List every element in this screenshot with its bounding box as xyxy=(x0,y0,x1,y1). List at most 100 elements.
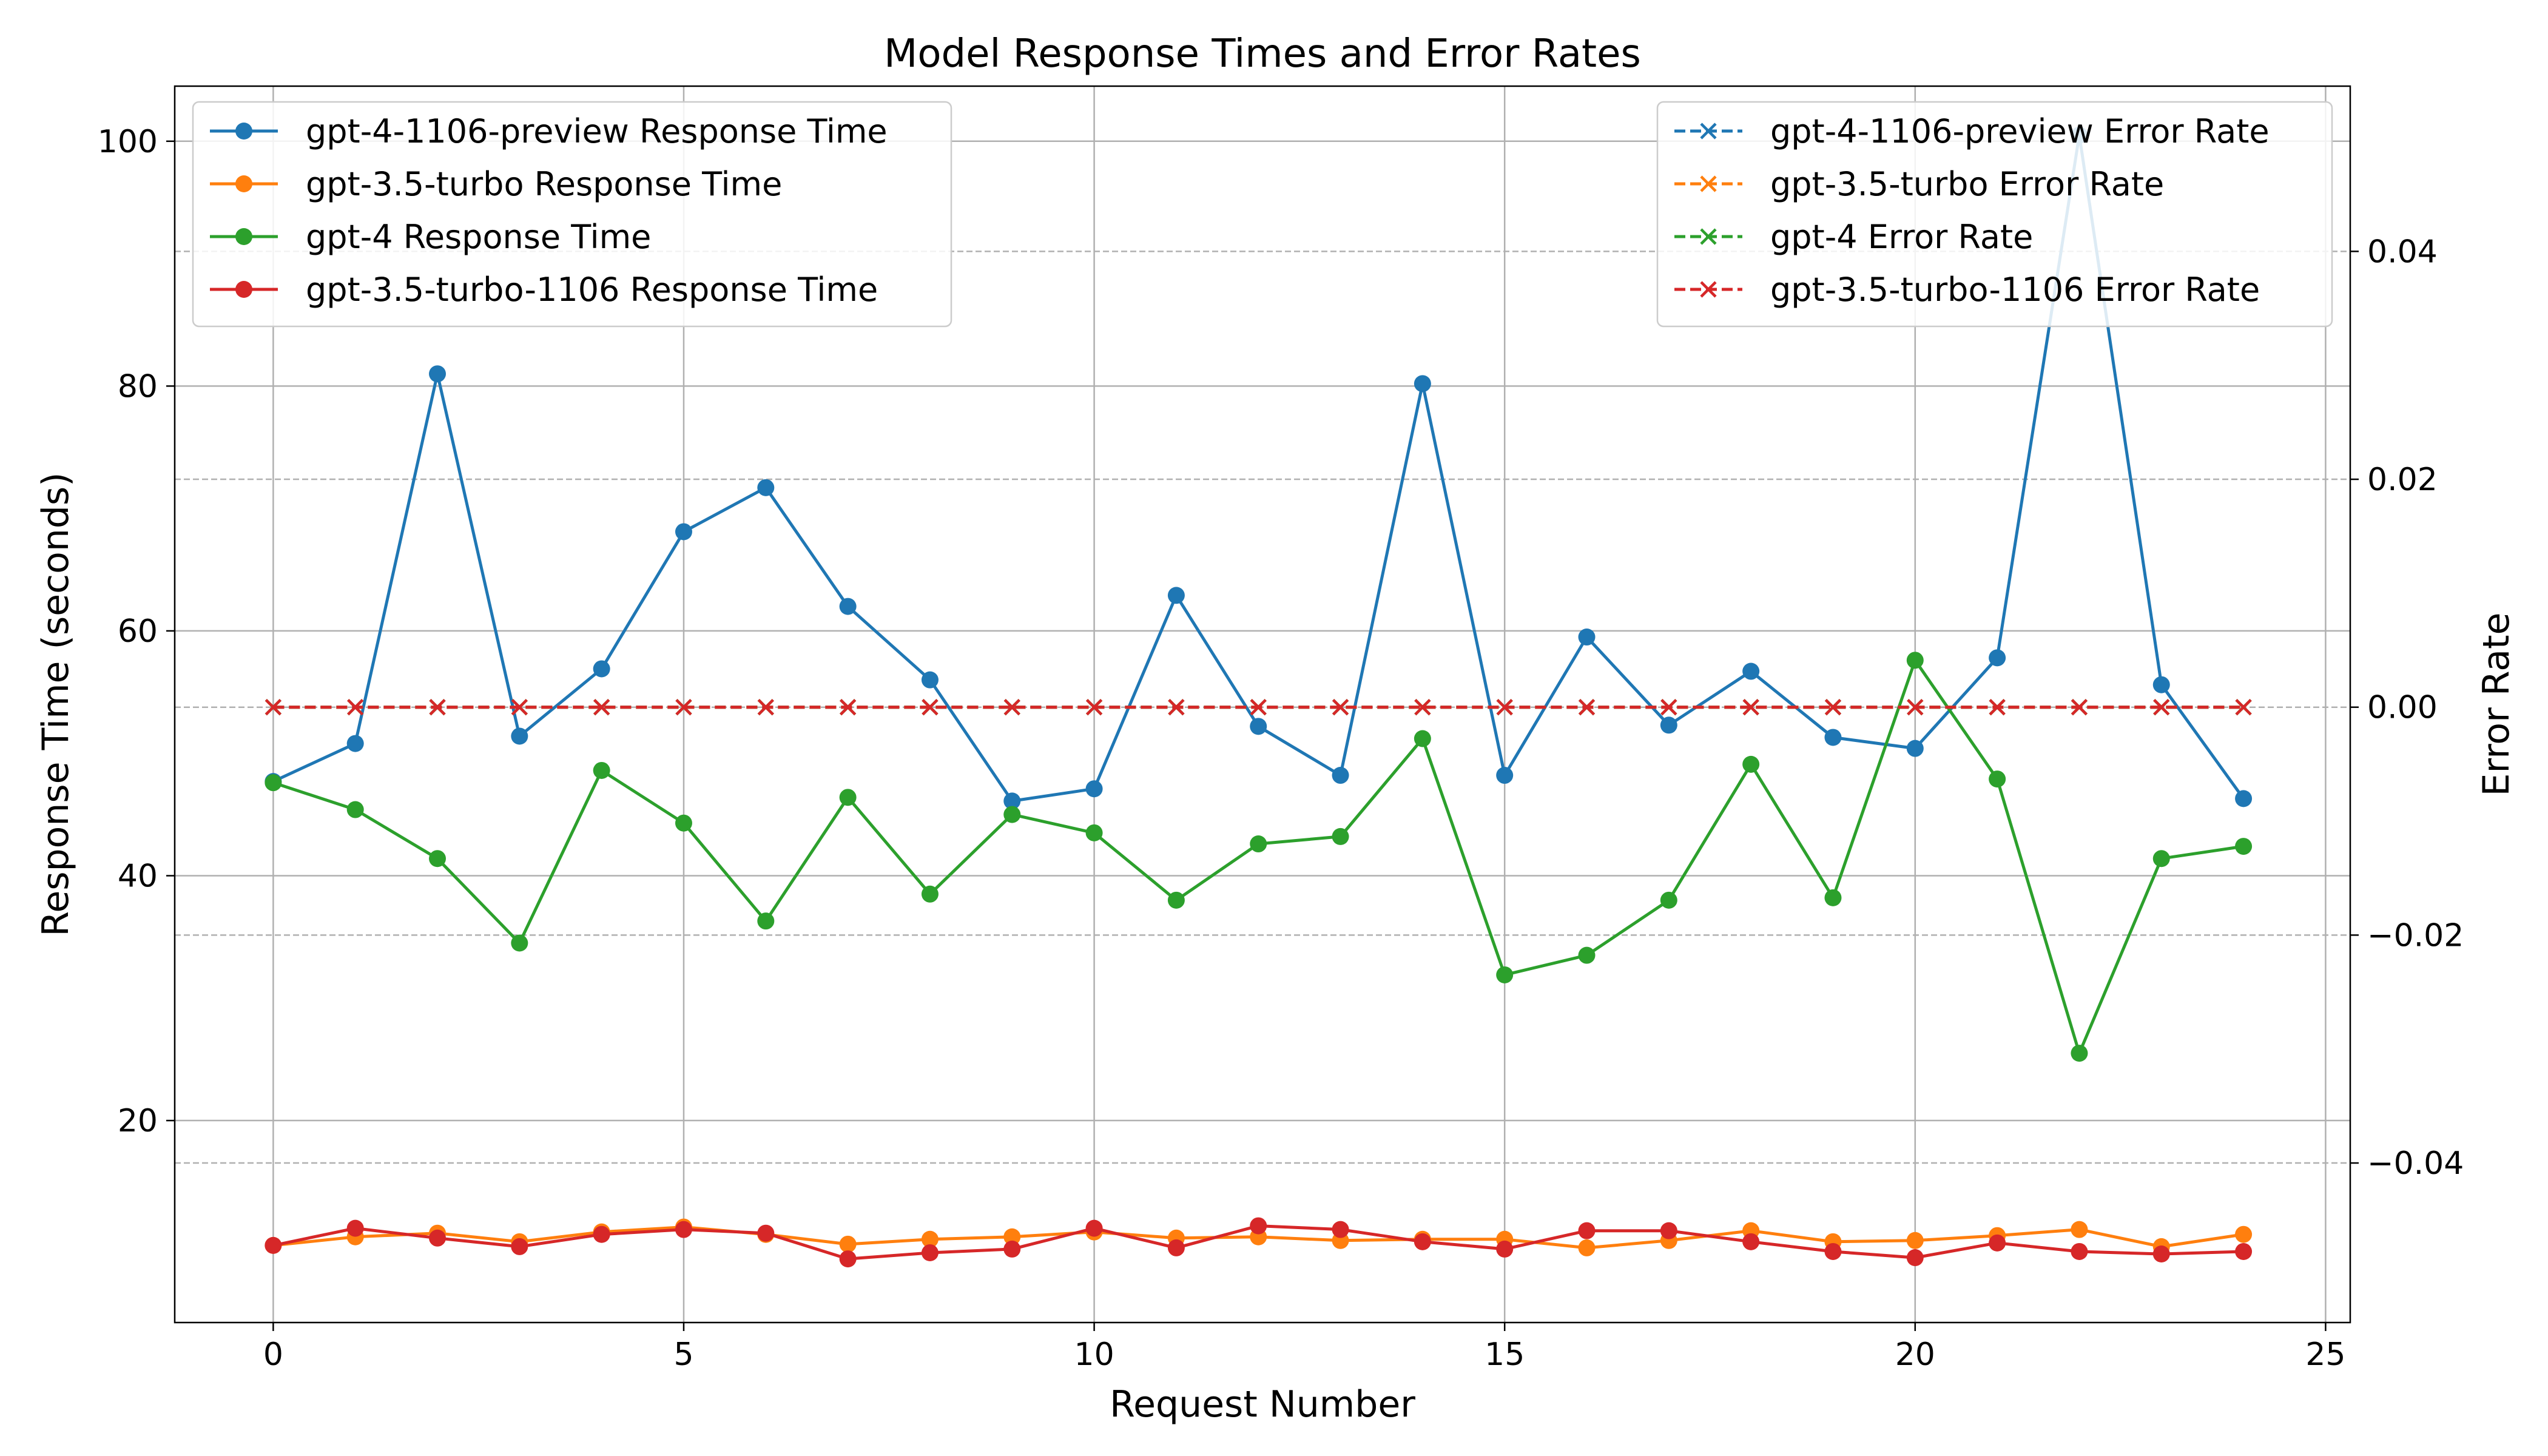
error-point xyxy=(1700,175,1717,192)
data-point xyxy=(346,735,364,752)
data-point xyxy=(2071,1242,2088,1260)
data-point xyxy=(2071,1045,2088,1062)
y2-tick-label: 0.04 xyxy=(2367,234,2438,270)
y-tick-label: 60 xyxy=(118,613,158,650)
legend-marker xyxy=(235,175,252,192)
data-point xyxy=(2152,850,2170,868)
data-point xyxy=(1496,767,1514,784)
error-point xyxy=(1824,699,1842,716)
error-point xyxy=(757,699,774,716)
x-tick-label: 25 xyxy=(2305,1336,2345,1373)
data-point xyxy=(675,814,692,832)
data-point xyxy=(1003,1240,1021,1258)
legend-label: gpt-4-1106-preview Response Time xyxy=(306,112,888,150)
data-point xyxy=(265,774,282,792)
legend-marker xyxy=(235,123,252,140)
data-point xyxy=(1824,889,1842,906)
data-point xyxy=(511,934,528,952)
data-point xyxy=(1578,1222,1596,1239)
error-point xyxy=(840,699,857,716)
data-point xyxy=(1578,946,1596,964)
data-point xyxy=(346,1219,364,1237)
plot-frame xyxy=(174,85,2351,1324)
legend-marker xyxy=(235,228,252,245)
legend-label: gpt-4 Error Rate xyxy=(1770,218,2033,256)
data-point xyxy=(1332,767,1349,784)
y-tick-label: 80 xyxy=(118,368,158,405)
error-point xyxy=(1332,699,1349,716)
error-point xyxy=(922,699,939,716)
legend-error-rate: gpt-4-1106-preview Error Rate gpt-3.5-tur… xyxy=(1656,101,2333,328)
data-point xyxy=(1003,1228,1021,1245)
data-point xyxy=(429,365,447,383)
data-point xyxy=(1085,1219,1103,1237)
error-point xyxy=(1700,228,1717,245)
data-point xyxy=(1989,649,2006,667)
legend-response-time: gpt-4-1106-preview Response Time gpt-3.5-… xyxy=(192,101,952,328)
x-tick-label: 0 xyxy=(263,1336,283,1373)
y2-axis-label: Error Rate xyxy=(2475,613,2518,797)
x-axis-label: Request Number xyxy=(1110,1383,1415,1426)
y-axis-label: Response Time (seconds) xyxy=(35,472,77,936)
error-point xyxy=(593,699,610,716)
series-0 xyxy=(265,126,2253,810)
data-point xyxy=(1578,1239,1596,1256)
error-point xyxy=(2153,699,2170,716)
error-point xyxy=(2235,699,2252,716)
data-point xyxy=(675,1221,692,1238)
data-point xyxy=(1906,652,1924,669)
data-point xyxy=(1414,730,1431,747)
series-3 xyxy=(265,1217,2253,1268)
data-point xyxy=(1332,1221,1349,1238)
legend-label: gpt-3.5-turbo Error Rate xyxy=(1770,165,2164,203)
data-point xyxy=(346,801,364,818)
error-point xyxy=(511,699,528,716)
error-point xyxy=(1414,699,1431,716)
data-point xyxy=(757,479,775,496)
data-point xyxy=(1660,891,1677,909)
data-point xyxy=(2235,790,2253,807)
data-point xyxy=(1578,629,1596,646)
error-point xyxy=(675,699,692,716)
data-point xyxy=(1906,1232,1924,1249)
series-2 xyxy=(265,652,2253,1062)
error-point xyxy=(265,699,281,716)
y2-tick-label: −0.02 xyxy=(2367,917,2464,954)
data-point xyxy=(511,1238,528,1255)
data-point xyxy=(2235,1225,2253,1243)
data-point xyxy=(1167,891,1185,909)
data-point xyxy=(1742,662,1760,680)
data-point xyxy=(1989,1234,2006,1252)
error-point xyxy=(1086,699,1103,716)
data-point xyxy=(921,1230,939,1248)
data-point xyxy=(757,1224,775,1242)
data-point xyxy=(429,850,447,868)
data-point xyxy=(429,1229,447,1247)
legend-label: gpt-3.5-turbo-1106 Response Time xyxy=(306,271,878,309)
x-tick-label: 10 xyxy=(1074,1336,1114,1373)
y2-tick-label: 0.00 xyxy=(2367,690,2438,726)
data-point xyxy=(757,912,775,930)
data-point xyxy=(1250,718,1267,735)
data-point xyxy=(1167,587,1185,604)
data-point xyxy=(1414,375,1431,393)
y-tick-label: 100 xyxy=(98,124,158,160)
error-point xyxy=(1989,699,2006,716)
data-point xyxy=(921,1244,939,1261)
data-point xyxy=(2152,1245,2170,1263)
legend-box xyxy=(1656,101,2333,328)
data-point xyxy=(1085,780,1103,798)
x-tick-label: 20 xyxy=(1895,1336,1935,1373)
error-point xyxy=(2071,699,2088,716)
data-point xyxy=(675,523,692,541)
y-tick-label: 20 xyxy=(118,1103,158,1139)
data-point xyxy=(593,1225,610,1243)
data-point xyxy=(839,1250,857,1268)
error-point xyxy=(1578,699,1596,716)
data-point xyxy=(1824,1242,1842,1260)
error-point xyxy=(1250,699,1267,716)
data-point xyxy=(1660,716,1677,734)
legend-label: gpt-4-1106-preview Error Rate xyxy=(1770,112,2270,150)
error-point xyxy=(1700,281,1717,298)
